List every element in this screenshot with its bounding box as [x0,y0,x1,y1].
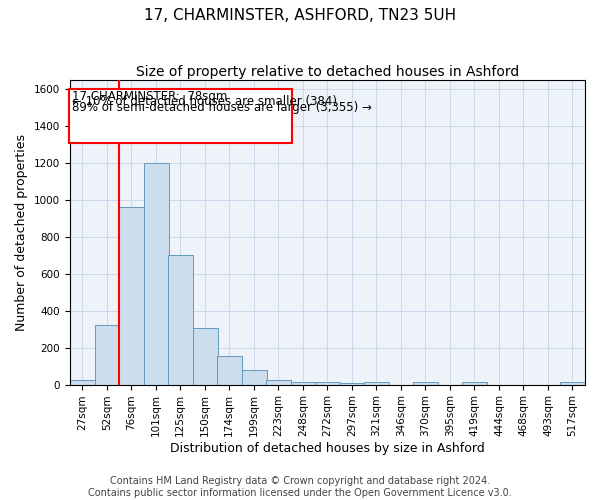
Bar [242,370,267,384]
Y-axis label: Number of detached properties: Number of detached properties [15,134,28,331]
Title: Size of property relative to detached houses in Ashford: Size of property relative to detached ho… [136,65,519,79]
Bar [143,163,169,384]
Bar [167,256,193,384]
FancyBboxPatch shape [68,90,292,143]
Bar [291,382,316,384]
Bar [413,382,438,384]
Text: ← 10% of detached houses are smaller (384): ← 10% of detached houses are smaller (38… [71,96,337,108]
Bar [217,356,242,384]
Bar [119,206,143,384]
Text: Contains HM Land Registry data © Crown copyright and database right 2024.
Contai: Contains HM Land Registry data © Crown c… [88,476,512,498]
X-axis label: Distribution of detached houses by size in Ashford: Distribution of detached houses by size … [170,442,485,455]
Text: 17 CHARMINSTER:  78sqm: 17 CHARMINSTER: 78sqm [71,90,227,104]
Text: 17, CHARMINSTER, ASHFORD, TN23 5UH: 17, CHARMINSTER, ASHFORD, TN23 5UH [144,8,456,22]
Bar [315,382,340,384]
Bar [70,380,95,384]
Bar [340,383,365,384]
Bar [266,380,291,384]
Text: 89% of semi-detached houses are larger (3,355) →: 89% of semi-detached houses are larger (… [71,100,371,114]
Bar [462,382,487,384]
Bar [364,382,389,384]
Bar [95,324,119,384]
Bar [193,328,218,384]
Bar [560,382,585,384]
